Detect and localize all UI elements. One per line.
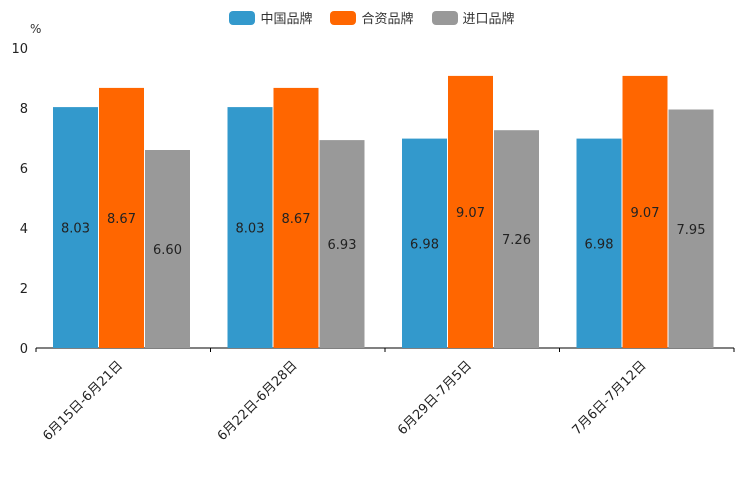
bar[interactable] — [273, 87, 319, 349]
bar-value-label: 6.98 — [585, 237, 614, 252]
y-tick-label: 6 — [20, 162, 28, 177]
bar-value-label: 6.93 — [328, 238, 357, 253]
bar-value-label: 8.67 — [107, 212, 136, 227]
bar[interactable] — [494, 130, 539, 348]
y-axis: % 0 2 4 6 8 10 — [11, 22, 41, 357]
bar[interactable] — [448, 75, 493, 349]
legend-label-import-brand: 进口品牌 — [462, 12, 515, 27]
y-tick-label: 4 — [20, 222, 28, 237]
legend-item-jv-brand[interactable]: 合资品牌 — [330, 8, 414, 27]
x-tick-label: 7月6日-7月12日 — [570, 358, 650, 438]
x-tick-label: 6月22日-6月28日 — [215, 358, 301, 444]
bar-value-label: 8.67 — [282, 212, 311, 227]
bar-value-label: 6.60 — [153, 243, 182, 258]
bar[interactable] — [576, 138, 622, 348]
bar-value-label: 7.95 — [677, 223, 706, 238]
legend-swatch-import-brand — [431, 10, 458, 25]
legend-swatch-china-brand — [229, 10, 256, 25]
legend-item-china-brand[interactable]: 中国品牌 — [229, 8, 312, 27]
bar-labels: 8.03 8.03 6.98 6.98 8.67 8.67 9.07 9.07 6.60 6.93… — [61, 206, 705, 258]
legend-label-jv-brand: 合资品牌 — [361, 12, 414, 27]
bar[interactable] — [145, 150, 190, 348]
bar[interactable] — [668, 109, 714, 349]
bar-value-label: 8.03 — [236, 222, 265, 237]
x-tick-label: 6月29日-7月5日 — [395, 358, 475, 438]
chart-legend: 中国品牌 合资品牌 进口品牌 — [0, 8, 744, 27]
bar-value-label: 6.98 — [410, 237, 439, 252]
bar-value-label: 9.07 — [456, 206, 485, 221]
y-tick-label: 8 — [20, 102, 28, 117]
y-axis-unit: % — [30, 22, 41, 36]
bar[interactable] — [622, 75, 668, 349]
legend-swatch-jv-brand — [330, 10, 357, 25]
y-tick-label: 10 — [11, 42, 28, 57]
bar-value-label: 8.03 — [61, 222, 90, 237]
bar[interactable] — [53, 107, 98, 348]
bar[interactable] — [402, 138, 447, 348]
legend-label-china-brand: 中国品牌 — [260, 12, 313, 27]
bar-value-label: 9.07 — [631, 206, 660, 221]
legend-item-import-brand[interactable]: 进口品牌 — [431, 8, 515, 27]
bar[interactable] — [227, 107, 273, 348]
y-tick-label: 2 — [20, 282, 28, 297]
x-axis: 6月15日-6月21日 6月22日-6月28日 6月29日-7月5日 7月6日-7月1… — [35, 347, 735, 444]
y-tick-label: 0 — [20, 342, 28, 357]
bars — [53, 75, 714, 349]
bar-value-label: 7.26 — [502, 233, 531, 248]
bar[interactable] — [99, 87, 144, 349]
x-tick-label: 6月15日-6月21日 — [40, 358, 126, 444]
bar[interactable] — [319, 140, 365, 348]
